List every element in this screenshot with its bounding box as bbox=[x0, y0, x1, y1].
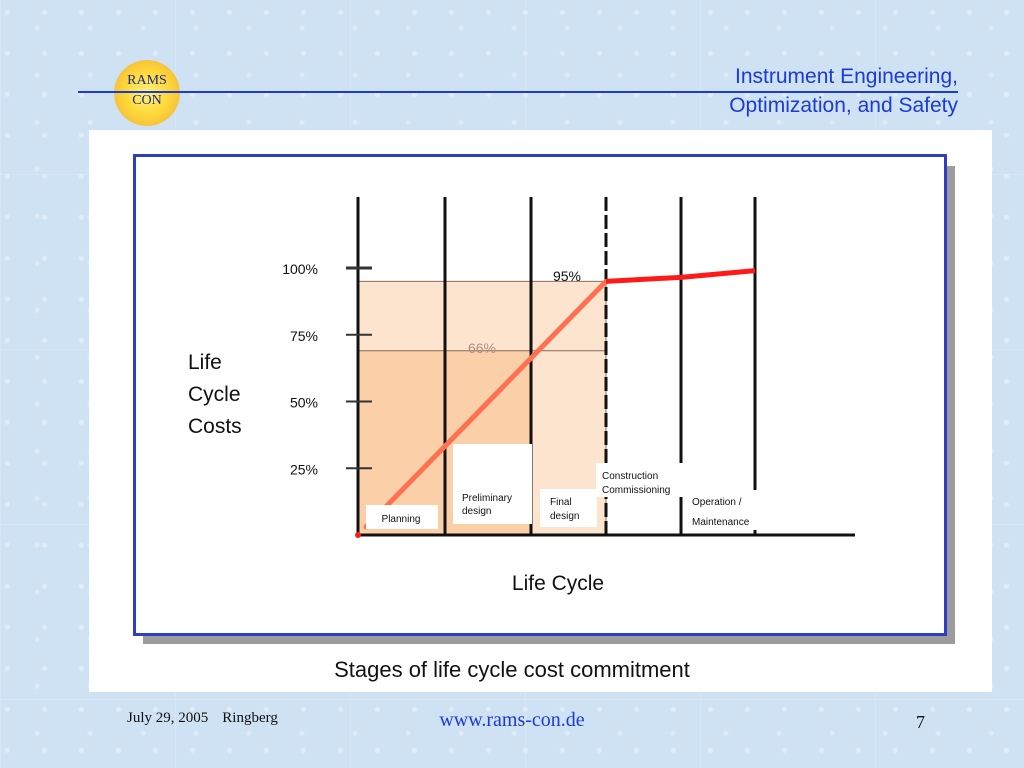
slide-title-line2: Optimization, and Safety bbox=[729, 94, 958, 117]
y-tick-label: 25% bbox=[290, 461, 318, 477]
logo-text-line2: CON bbox=[132, 93, 162, 108]
footer-place: Ringberg bbox=[222, 710, 278, 726]
slide-caption: Stages of life cycle cost commitment bbox=[334, 657, 690, 682]
header-divider bbox=[78, 91, 958, 93]
y-axis-title-line: Costs bbox=[188, 415, 242, 438]
stage-label-box bbox=[540, 489, 597, 527]
stage-label-text: Commissioning bbox=[602, 485, 670, 496]
x-axis-title: Life Cycle bbox=[512, 572, 604, 595]
cost-curve-committed bbox=[363, 278, 609, 530]
curve-origin-point bbox=[355, 532, 361, 538]
footer-date-place: July 29, 2005 Ringberg bbox=[127, 710, 292, 727]
annotation-95-percent: 95% bbox=[553, 268, 581, 284]
rams-con-logo: RAMS CON bbox=[114, 60, 180, 126]
footer-date: July 29, 2005 bbox=[127, 710, 209, 726]
y-axis-title-line: Cycle bbox=[188, 383, 241, 406]
slide-title: Instrument Engineering, Optimization, an… bbox=[729, 62, 958, 120]
stage-label-text: Maintenance bbox=[692, 517, 750, 528]
stage-label-text: Preliminary bbox=[462, 493, 512, 504]
stage-label-text: Planning bbox=[382, 514, 421, 525]
y-tick-label: 75% bbox=[290, 328, 318, 344]
slide-title-line1: Instrument Engineering, bbox=[735, 65, 958, 88]
stage-label-text: Construction bbox=[602, 471, 658, 482]
stage-label-box bbox=[366, 505, 438, 529]
stage-label-box bbox=[596, 463, 683, 497]
stage-label-box bbox=[684, 490, 764, 530]
footer-url-link[interactable]: www.rams-con.de bbox=[439, 709, 585, 731]
annotation-66-percent: 66% bbox=[468, 340, 496, 356]
y-tick-label: 100% bbox=[282, 261, 318, 277]
y-tick-label: 50% bbox=[290, 395, 318, 411]
stage-label-box bbox=[453, 444, 532, 524]
logo-text-line1: RAMS bbox=[127, 73, 167, 88]
stage-label-text: Operation / bbox=[692, 497, 742, 508]
stage-label-text: Final bbox=[550, 497, 572, 508]
y-axis-title-line: Life bbox=[188, 351, 222, 374]
stage-label-text: design bbox=[550, 511, 579, 522]
stage-label-text: design bbox=[462, 506, 491, 517]
cost-curve-remaining bbox=[605, 268, 756, 284]
page-number: 7 bbox=[916, 712, 925, 732]
